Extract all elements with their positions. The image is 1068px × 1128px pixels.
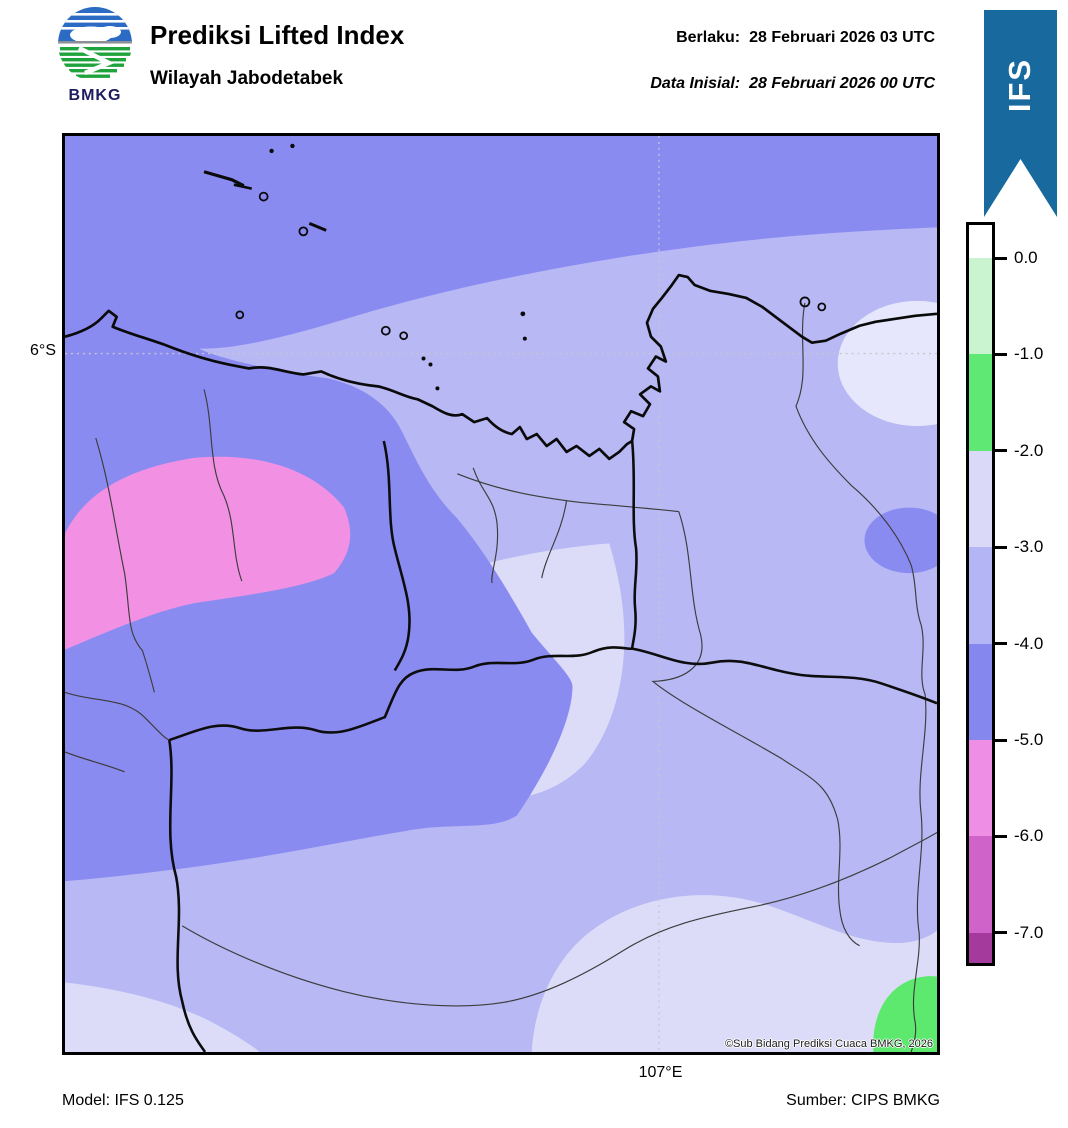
map-fill-dark [65, 136, 937, 882]
colorbar-segment [969, 932, 992, 963]
model-info: Model: IFS 0.125 [62, 1092, 184, 1109]
valid-time-line: Berlaku: 28 Februari 2026 03 UTC [676, 29, 935, 47]
colorbar-segment [969, 643, 992, 740]
coastline [65, 273, 937, 461]
page-title: Prediksi Lifted Index [150, 20, 405, 50]
colorbar-segment [969, 354, 992, 451]
lifted-index-map-canvas [65, 136, 937, 1052]
colorbar-tick-label: -3.0 [1014, 537, 1044, 557]
colorbar-tick-label: -7.0 [1014, 922, 1044, 942]
colorbar-tick-label: -1.0 [1014, 344, 1044, 364]
bmkg-logo-label: BMKG [68, 87, 122, 104]
source-info: Sumber: CIPS BMKG [786, 1092, 940, 1109]
bmkg-logo-icon [58, 7, 132, 81]
copyright-note: ©Sub Bidang Prediksi Cuaca BMKG, 2026 [724, 1038, 933, 1050]
colorbar-segment [969, 836, 992, 933]
colorbar-tick-label: -2.0 [1014, 440, 1044, 460]
model-ribbon-label: IFS [1002, 57, 1038, 113]
colorbar-segment [969, 547, 992, 644]
map-fill-pink [65, 456, 351, 650]
init-time-label: Data Inisial: [650, 75, 741, 92]
islands [203, 143, 827, 391]
page-subtitle: Wilayah Jabodetabek [150, 68, 344, 89]
colorbar-tick [995, 256, 1007, 260]
init-time-value: 28 Februari 2026 00 UTC [749, 75, 935, 92]
province-boundaries [65, 302, 937, 1052]
colorbar-tick [995, 352, 1007, 356]
valid-time-value: 28 Februari 2026 03 UTC [749, 29, 935, 46]
colorbar-tick-label: 0.0 [1014, 248, 1038, 267]
bmkg-logo: BMKG [52, 6, 138, 105]
lon-tick-label: 107°E [638, 1064, 683, 1081]
colorbar-tick [995, 545, 1007, 549]
map-fill-pale-s [531, 895, 937, 1052]
regency-boundaries [168, 440, 937, 1052]
map-fill-pale-sw [65, 982, 260, 1052]
colorbar: 0.0 -1.0 -2.0 -3.0 -4.0 -5.0 -6.0 -7.0 [966, 222, 1068, 966]
colorbar-tick [995, 738, 1007, 742]
colorbar-segment [969, 739, 992, 837]
colorbar-segment [969, 225, 992, 258]
valid-time-label: Berlaku: [676, 29, 741, 46]
colorbar-tick-label: -5.0 [1014, 730, 1044, 749]
lat-tick-label: 6°S [30, 342, 56, 359]
colorbar-segment [969, 450, 992, 548]
colorbar-tick-label: -6.0 [1014, 826, 1044, 846]
map-fill-ellipse-e [864, 507, 937, 574]
model-ribbon: IFS [984, 10, 1057, 217]
map-fill-green [873, 976, 937, 1052]
colorbar-tick [995, 449, 1007, 453]
colorbar-scale [966, 222, 995, 966]
colorbar-tick-label: -4.0 [1014, 633, 1044, 653]
map-fill-ellipse-ne [837, 300, 937, 427]
colorbar-tick [995, 642, 1007, 646]
colorbar-tick [995, 931, 1007, 935]
init-time-line: Data Inisial: 28 Februari 2026 00 UTC [650, 75, 935, 93]
colorbar-segment [969, 258, 992, 355]
colorbar-tick [995, 834, 1007, 838]
forecast-map: ©Sub Bidang Prediksi Cuaca BMKG, 2026 [62, 133, 940, 1055]
